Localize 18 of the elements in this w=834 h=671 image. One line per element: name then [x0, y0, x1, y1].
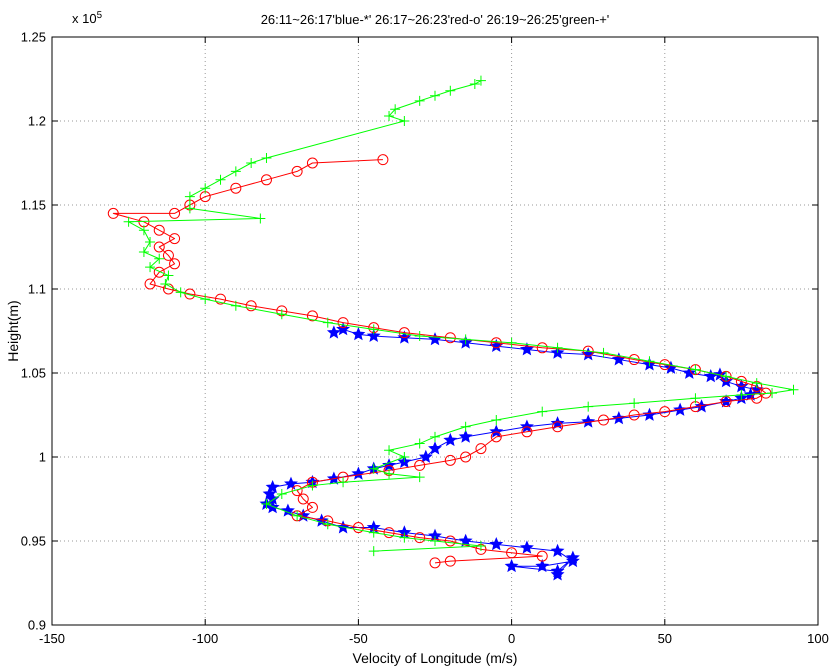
- y-tick-label: 0.9: [28, 618, 46, 632]
- x-tick-label: 0: [508, 631, 516, 646]
- y-tick-label: 1.2: [28, 114, 46, 128]
- y-tick-label: 1.25: [20, 30, 46, 44]
- x-tick-label: -50: [349, 631, 368, 646]
- y-tick-label: 0.95: [20, 534, 46, 548]
- y-tick-label: 1.05: [20, 366, 46, 380]
- y-tick-label: 1: [38, 450, 46, 464]
- y-tick-label: 1.1: [28, 282, 46, 296]
- chart-title: 26:11~26:17'blue-*' 26:17~26:23'red-o' 26:19~26:25'green-+': [260, 12, 610, 27]
- x-tick-label: -100: [192, 631, 218, 646]
- y-tick-label: 1.15: [20, 198, 46, 212]
- x-tick-label: 50: [658, 631, 672, 646]
- x-tick-label: -150: [38, 631, 66, 646]
- text: x 10$^{5}$: [72, 10, 103, 26]
- y-axis-title: Height(m): [5, 300, 21, 362]
- x-tick-label: 100: [807, 631, 829, 646]
- x-axis-title: Velocity of Longitude (m/s): [352, 650, 518, 666]
